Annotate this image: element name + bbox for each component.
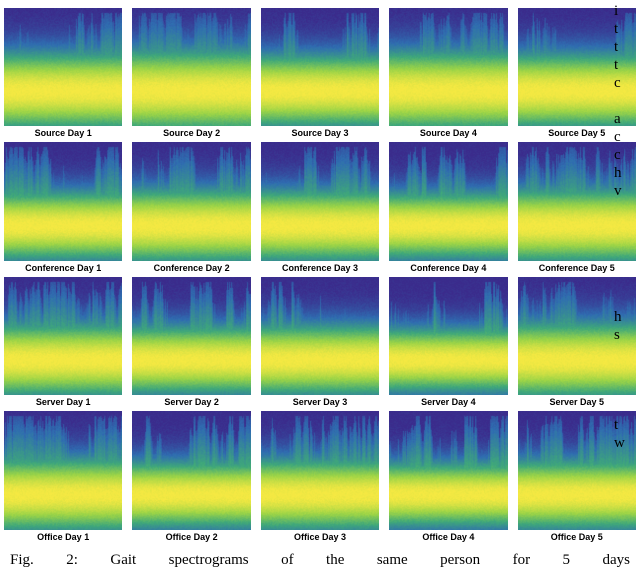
spectrogram-image [389,411,507,529]
spectrogram-image [132,142,250,260]
spectrogram-label: Office Day 4 [422,532,474,542]
spectrogram-image [389,277,507,395]
spectrogram-image [261,8,379,126]
spectrogram-cell: Conference Day 1 [4,142,122,272]
spectrogram-image [132,411,250,529]
cropped-char: c [614,74,638,92]
cropped-char [614,254,638,272]
spectrogram-cell: Server Day 2 [132,277,250,407]
cropped-char [614,344,638,362]
spectrogram-label: Server Day 2 [164,397,219,407]
cropped-char: t [614,20,638,38]
spectrogram-label: Server Day 4 [421,397,476,407]
spectrogram-label: Server Day 3 [293,397,348,407]
cropped-char: t [614,38,638,56]
spectrogram-cell: Office Day 1 [4,411,122,541]
cropped-char: w [614,434,638,452]
spectrogram-label: Conference Day 3 [282,263,358,273]
cropped-char [614,380,638,398]
spectrogram-cell: Source Day 2 [132,8,250,138]
spectrogram-label: Source Day 5 [548,128,605,138]
spectrogram-cell: Server Day 1 [4,277,122,407]
spectrogram-label: Office Day 3 [294,532,346,542]
spectrogram-image [389,142,507,260]
cropped-column-text: itttc acchv hs tw [612,0,640,540]
spectrogram-image [261,277,379,395]
spectrogram-image [132,277,250,395]
spectrogram-image [4,8,122,126]
cropped-char [614,362,638,380]
spectrogram-cell: Office Day 2 [132,411,250,541]
spectrogram-label: Office Day 5 [551,532,603,542]
cropped-char: i [614,2,638,20]
spectrogram-image [261,142,379,260]
spectrogram-cell: Conference Day 4 [389,142,507,272]
spectrogram-label: Conference Day 1 [25,263,101,273]
spectrogram-label: Source Day 1 [35,128,92,138]
spectrogram-label: Source Day 2 [163,128,220,138]
spectrogram-label: Conference Day 4 [410,263,486,273]
cropped-char: t [614,56,638,74]
spectrogram-cell: Source Day 4 [389,8,507,138]
spectrogram-label: Source Day 3 [291,128,348,138]
cropped-char: a [614,110,638,128]
spectrogram-cell: Conference Day 2 [132,142,250,272]
spectrogram-cell: Source Day 1 [4,8,122,138]
spectrogram-label: Server Day 5 [550,397,605,407]
cropped-char: v [614,182,638,200]
spectrogram-label: Office Day 2 [166,532,218,542]
spectrogram-label: Conference Day 5 [539,263,615,273]
spectrogram-cell: Office Day 4 [389,411,507,541]
figure-2: Source Day 1 Source Day 2 Source Day 3 Sour… [0,0,640,570]
cropped-char [614,290,638,308]
spectrogram-cell: Server Day 4 [389,277,507,407]
spectrogram-cell: Server Day 3 [261,277,379,407]
cropped-char [614,92,638,110]
cropped-char [614,200,638,218]
spectrogram-label: Office Day 1 [37,532,89,542]
spectrogram-cell: Conference Day 3 [261,142,379,272]
spectrogram-label: Source Day 4 [420,128,477,138]
cropped-char: h [614,164,638,182]
spectrogram-cell: Office Day 3 [261,411,379,541]
cropped-char [614,218,638,236]
spectrogram-image [389,8,507,126]
cropped-char: h [614,308,638,326]
cropped-char: c [614,146,638,164]
cropped-char [614,272,638,290]
spectrogram-label: Server Day 1 [36,397,91,407]
spectrogram-image [4,411,122,529]
cropped-char: t [614,416,638,434]
cropped-char [614,236,638,254]
spectrogram-image [261,411,379,529]
figure-caption: Fig. 2: Gait spectrograms of the same pe… [4,550,636,570]
spectrogram-cell: Source Day 3 [261,8,379,138]
cropped-char: s [614,326,638,344]
spectrogram-grid: Source Day 1 Source Day 2 Source Day 3 Sour… [4,8,636,542]
figure-caption-text: Fig. 2: Gait spectrograms of the same pe… [10,552,630,568]
spectrogram-image [4,142,122,260]
spectrogram-image [4,277,122,395]
cropped-char [614,398,638,416]
spectrogram-label: Conference Day 2 [154,263,230,273]
cropped-char: c [614,128,638,146]
spectrogram-image [132,8,250,126]
